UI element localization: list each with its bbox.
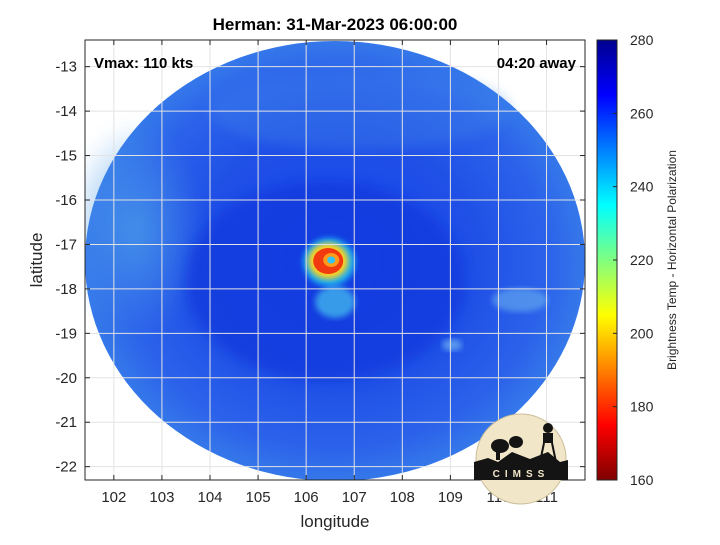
y-tick-label: -21 [55, 414, 77, 431]
x-tick-label: 106 [294, 489, 319, 506]
x-tick-label: 103 [149, 489, 174, 506]
colorbar-tick-label: 160 [630, 472, 654, 488]
cimss-logo: CIMSS [474, 413, 568, 505]
x-axis-label: longitude [300, 512, 369, 531]
cimss-logo-text: CIMSS [493, 469, 550, 480]
swath-north-band [210, 70, 510, 150]
gridlines [85, 40, 585, 480]
x-tick-label: 109 [438, 489, 463, 506]
colorbar-label: Brightness Temp - Horizontal Polarizatio… [665, 150, 679, 370]
colorbar-tick-label: 280 [630, 32, 654, 48]
x-tick-label: 102 [101, 489, 126, 506]
x-tick-label: 108 [390, 489, 415, 506]
colorbar-tick-label: 180 [630, 399, 654, 415]
x-axis-ticks: 102103104105106107108109110111 [101, 40, 558, 506]
y-tick-label: -22 [55, 459, 77, 476]
y-tick-label: -15 [55, 148, 77, 165]
y-tick-label: -19 [55, 325, 77, 342]
y-tick-label: -20 [55, 370, 77, 387]
rainband-tail [315, 286, 356, 318]
axes-box [84, 39, 586, 481]
colorbar-ticks: 160 180 200 220 240 260 280 [613, 32, 654, 488]
y-axis-label: latitude [27, 233, 46, 288]
y-tick-label: -14 [55, 103, 77, 120]
colorbar-tick-label: 200 [630, 325, 654, 341]
y-tick-label: -17 [55, 236, 77, 253]
y-tick-label: -18 [55, 281, 77, 298]
storm-eye [327, 256, 336, 264]
colorbar-tick-label: 240 [630, 179, 654, 195]
y-axis-ticks: -13 -14 -15 -16 -17 -18 -19 -20 -21 -22 [55, 59, 585, 476]
chart-title: Herman: 31-Mar-2023 06:00:00 [213, 15, 458, 34]
x-tick-label: 107 [342, 489, 367, 506]
cloud-cluster-southeast [442, 339, 462, 351]
vmax-annotation: Vmax: 110 kts [94, 55, 193, 72]
colorbar-tick-label: 220 [630, 252, 654, 268]
y-tick-label: -13 [55, 59, 77, 76]
x-tick-label: 104 [197, 489, 222, 506]
time-away-annotation: 04:20 away [497, 55, 577, 72]
swath-west-lighter-region [85, 120, 205, 340]
x-tick-label: 105 [246, 489, 271, 506]
cloud-cluster-east [492, 288, 548, 312]
colorbar: 160 180 200 220 240 260 280 Brightness Temp - … [596, 32, 679, 488]
colorbar-tick-label: 260 [630, 105, 654, 121]
y-tick-label: -16 [55, 192, 77, 209]
